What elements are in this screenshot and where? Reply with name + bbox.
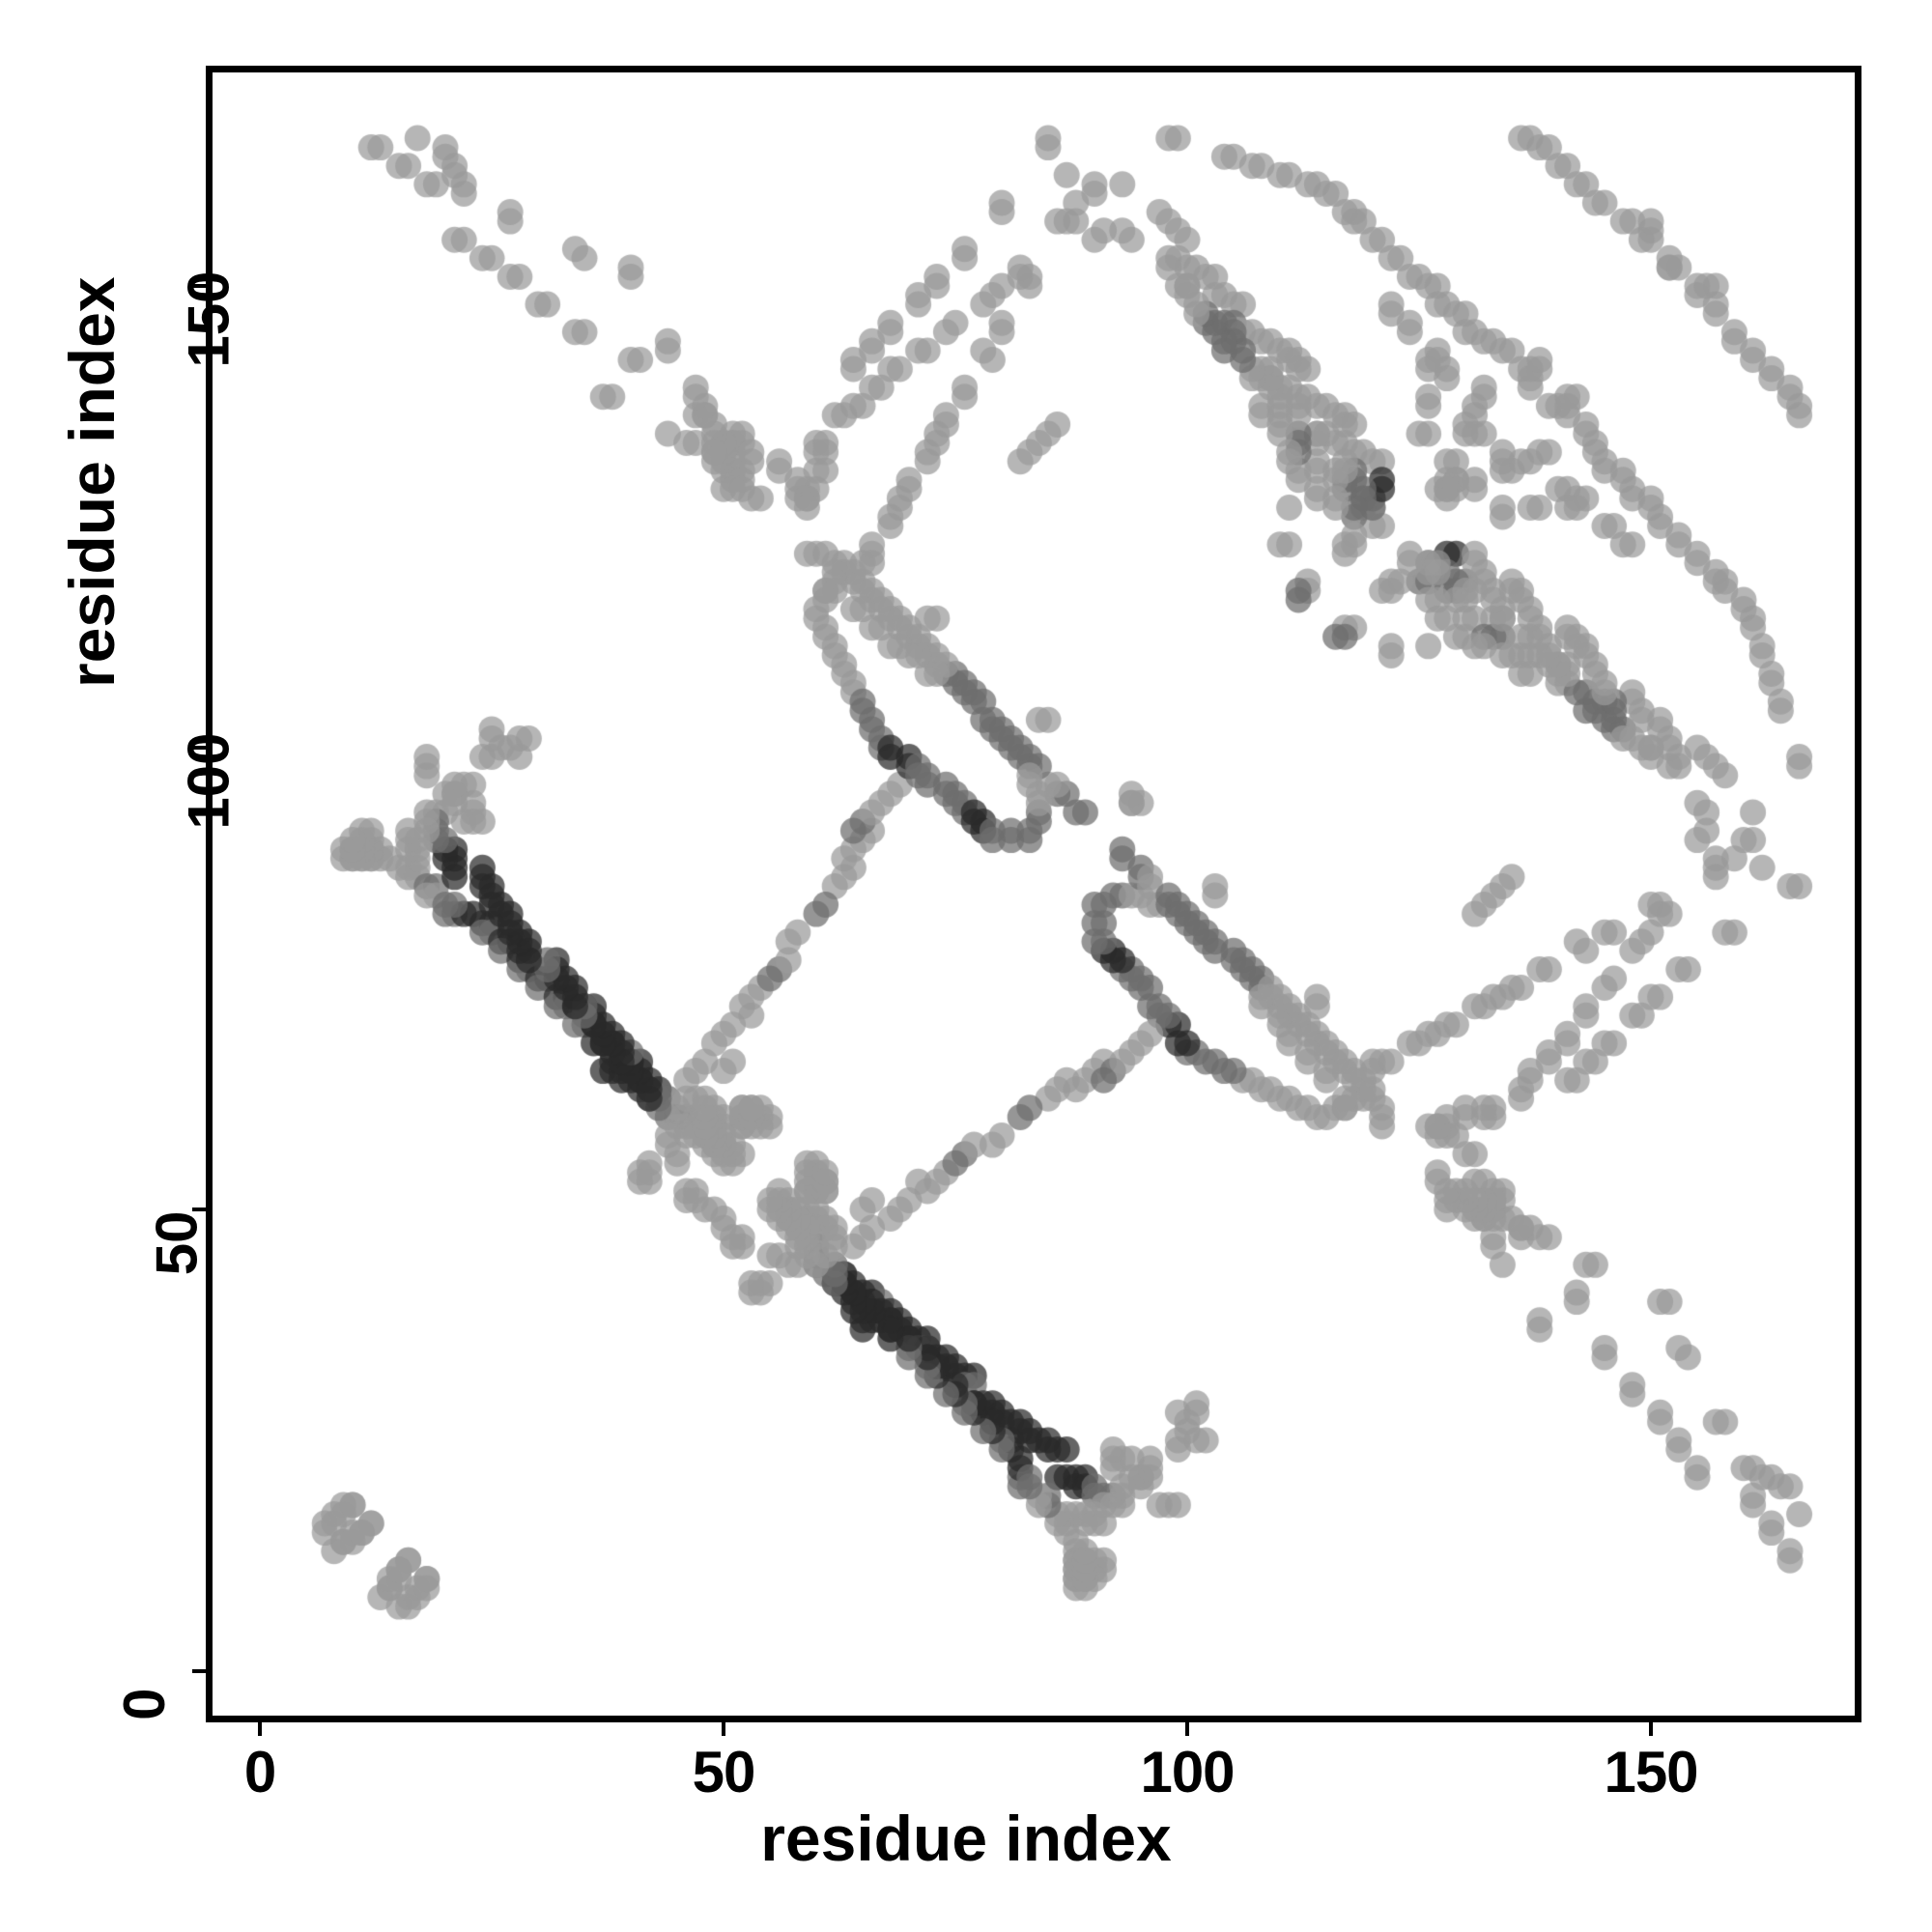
y-tick-label: 150: [176, 270, 242, 368]
y-tick-mark: [192, 1208, 206, 1211]
x-tick-label: 150: [1604, 1740, 1698, 1804]
y-tick-label: 0: [111, 1688, 177, 1721]
x-tick-mark: [258, 1722, 262, 1736]
scatter-plot-canvas: [213, 72, 1855, 1716]
x-tick-label: 100: [1140, 1740, 1235, 1804]
y-tick-mark: [192, 284, 206, 288]
y-tick-mark: [192, 1669, 206, 1673]
x-tick-mark: [722, 1722, 725, 1736]
y-tick-label: 50: [144, 1210, 210, 1275]
x-tick-label: 50: [692, 1740, 756, 1804]
x-tick-mark: [1649, 1722, 1653, 1736]
x-tick-label: 0: [243, 1740, 276, 1804]
y-axis-label: residue index: [56, 276, 128, 689]
x-axis-label: residue index: [760, 1803, 1172, 1874]
y-tick-label: 100: [176, 732, 242, 830]
y-tick-mark: [192, 746, 206, 750]
x-tick-mark: [1185, 1722, 1189, 1736]
plot-frame: [206, 66, 1861, 1722]
